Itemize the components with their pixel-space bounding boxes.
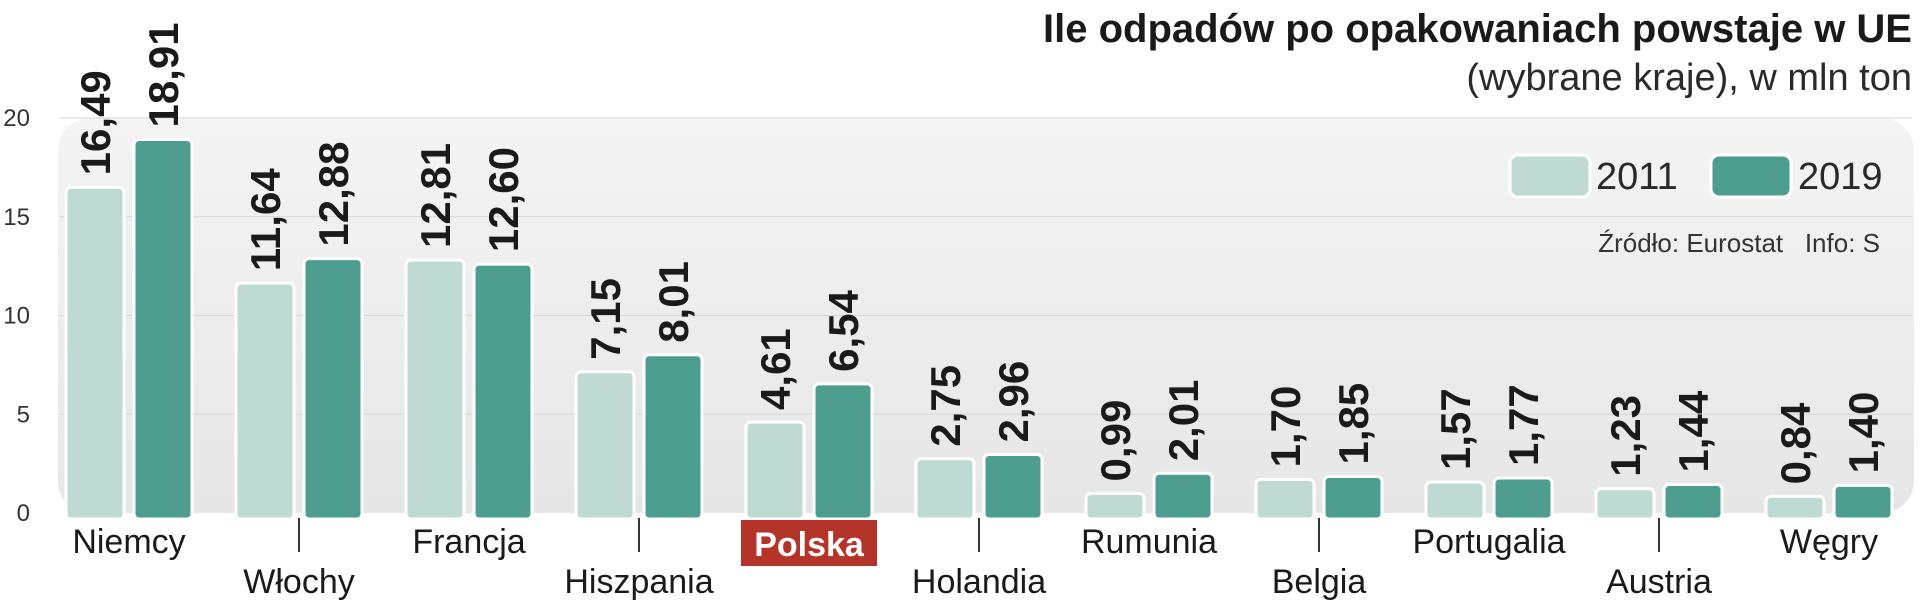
- chart-title: Ile odpadów po opakowaniach powstaje w U…: [1043, 7, 1912, 51]
- source-note: Źródło: Eurostat Info: S: [1598, 228, 1880, 258]
- bar-2019-Niemcy: [132, 138, 194, 521]
- bar-2019-Belgia: [1322, 474, 1384, 521]
- category-label-Hiszpania: Hiszpania: [564, 563, 713, 601]
- value-label-2019-Francja: 12,60: [480, 147, 527, 252]
- value-label-2019-Niemcy: 18,91: [140, 22, 187, 127]
- value-label-2019-Węgry: 1,40: [1840, 392, 1887, 474]
- bar-2019-Austria: [1662, 483, 1724, 521]
- value-label-2019-Polska: 6,54: [820, 289, 867, 371]
- bar-2011-Holandia: [914, 457, 976, 521]
- bar-2011-Włochy: [234, 281, 296, 521]
- value-label-2011-Niemcy: 16,49: [72, 70, 119, 175]
- category-label-Portugalia: Portugalia: [1412, 523, 1565, 561]
- bar-2011-Portugalia: [1424, 480, 1486, 521]
- bar-2019-Hiszpania: [642, 353, 704, 521]
- gridlines: [60, 117, 1912, 415]
- bar-2019-Rumunia: [1152, 471, 1214, 521]
- legend-label-2011: 2011: [1596, 156, 1678, 198]
- bar-2011-Belgia: [1254, 477, 1316, 521]
- category-label-Francja: Francja: [412, 523, 525, 561]
- x-axis: Niemcy Włochy Francja Hiszpania Polska Holand…: [72, 518, 1878, 601]
- category-label-Rumunia: Rumunia: [1081, 523, 1217, 561]
- value-label-2011-Włochy: 11,64: [242, 168, 289, 271]
- bar-2011-Francja: [404, 258, 466, 521]
- bar-2011-Niemcy: [64, 185, 126, 521]
- value-label-2011-Hiszpania: 7,15: [582, 278, 629, 360]
- legend-swatch-2019: [1709, 153, 1793, 199]
- category-label-Belgia: Belgia: [1272, 563, 1367, 601]
- y-tick-label: 0: [17, 500, 30, 527]
- bars: [64, 138, 1894, 521]
- category-label-Węgry: Węgry: [1780, 523, 1878, 561]
- y-axis: 0 5 10 15 20: [3, 105, 30, 527]
- value-label-2019-Portugalia: 1,77: [1500, 384, 1547, 466]
- y-tick-label: 5: [17, 401, 30, 428]
- category-label-Włochy: Włochy: [243, 563, 354, 601]
- legend-swatch-2011: [1508, 153, 1592, 199]
- value-labels: 16,49 18,91 11,64 12,88 12,81 12,60 7,15 8,01 4,…: [72, 22, 1887, 484]
- value-label-2019-Hiszpania: 8,01: [650, 261, 697, 343]
- bar-2019-Węgry: [1832, 483, 1894, 521]
- bar-2019-Włochy: [302, 257, 364, 521]
- value-label-2019-Włochy: 12,88: [310, 142, 357, 247]
- value-label-2011-Portugalia: 1,57: [1432, 388, 1479, 470]
- value-label-2019-Austria: 1,44: [1670, 390, 1717, 472]
- bar-2011-Polska: [744, 420, 806, 521]
- category-label-Austria: Austria: [1606, 563, 1712, 601]
- category-label-Polska: Polska: [754, 526, 865, 564]
- highlight-label-background: [741, 520, 877, 566]
- value-label-2011-Austria: 1,23: [1602, 395, 1649, 477]
- y-tick-label: 20: [3, 105, 30, 132]
- bar-2019-Holandia: [982, 453, 1044, 521]
- value-label-2011-Polska: 4,61: [752, 328, 799, 410]
- bar-2011-Rumunia: [1084, 491, 1146, 521]
- value-label-2019-Belgia: 1,85: [1330, 383, 1377, 465]
- category-label-Niemcy: Niemcy: [72, 523, 185, 561]
- category-label-Holandia: Holandia: [912, 563, 1046, 601]
- y-tick-label: 15: [3, 204, 30, 231]
- chart-subtitle: (wybrane kraje), w mln ton: [1466, 57, 1912, 99]
- value-label-2011-Holandia: 2,75: [922, 365, 969, 447]
- bar-2011-Austria: [1594, 487, 1656, 521]
- legend-label-2019: 2019: [1798, 156, 1883, 198]
- value-label-2011-Francja: 12,81: [412, 143, 459, 248]
- bar-2011-Węgry: [1764, 494, 1826, 521]
- value-label-2019-Holandia: 2,96: [990, 361, 1037, 443]
- value-label-2011-Belgia: 1,70: [1262, 386, 1309, 468]
- bar-2019-Francja: [472, 262, 534, 521]
- value-label-2011-Rumunia: 0,99: [1092, 400, 1139, 482]
- value-label-2011-Węgry: 0,84: [1772, 402, 1819, 484]
- legend: 2011 2019: [1508, 153, 1883, 199]
- y-tick-label: 10: [3, 303, 30, 330]
- value-label-2019-Rumunia: 2,01: [1160, 380, 1207, 462]
- bar-2011-Hiszpania: [574, 370, 636, 521]
- bar-2019-Polska: [812, 382, 874, 521]
- bar-2019-Portugalia: [1492, 476, 1554, 521]
